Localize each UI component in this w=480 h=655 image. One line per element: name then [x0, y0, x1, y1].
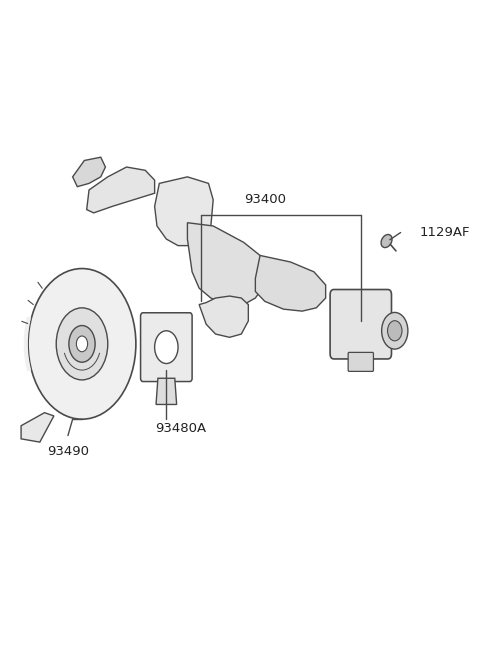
- Circle shape: [387, 321, 402, 341]
- Polygon shape: [72, 157, 106, 187]
- Text: 93490: 93490: [47, 445, 89, 458]
- Polygon shape: [21, 413, 54, 442]
- FancyBboxPatch shape: [141, 313, 192, 381]
- FancyBboxPatch shape: [348, 352, 373, 371]
- Polygon shape: [156, 379, 177, 404]
- Polygon shape: [155, 177, 213, 246]
- Circle shape: [69, 326, 95, 362]
- Circle shape: [76, 336, 88, 352]
- Circle shape: [28, 269, 136, 419]
- Text: 93400: 93400: [244, 193, 286, 206]
- Circle shape: [382, 312, 408, 349]
- Circle shape: [56, 308, 108, 380]
- FancyBboxPatch shape: [330, 290, 392, 359]
- Circle shape: [155, 331, 178, 364]
- Polygon shape: [187, 223, 265, 305]
- Text: 1129AF: 1129AF: [420, 226, 470, 239]
- Text: 93480A: 93480A: [155, 422, 206, 436]
- Polygon shape: [255, 255, 325, 311]
- Polygon shape: [87, 167, 155, 213]
- Polygon shape: [199, 296, 248, 337]
- Ellipse shape: [381, 234, 392, 248]
